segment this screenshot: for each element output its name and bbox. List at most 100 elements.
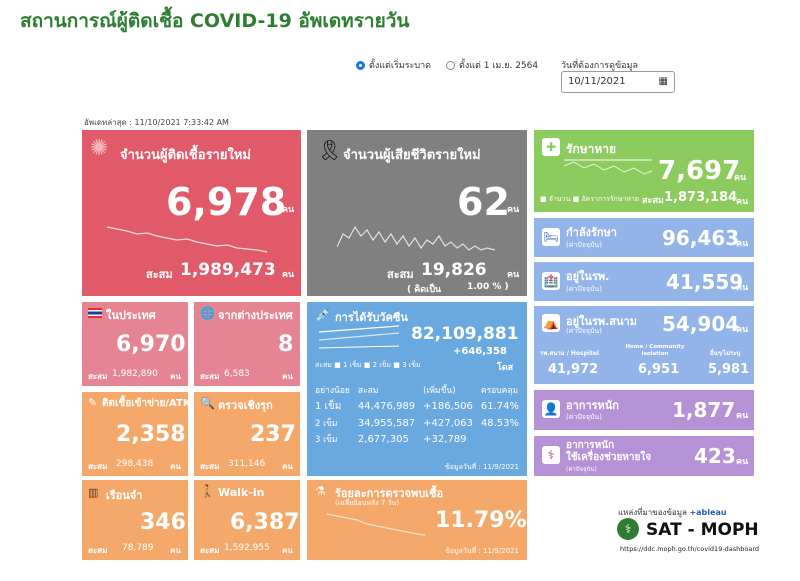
radio-label: ตั้งแต่เริ่มระบาด <box>369 61 432 71</box>
vaccine-label: การได้รับวัคซีน <box>335 311 408 324</box>
radio-since-april[interactable]: ตั้งแต่ 1 เม.ย. 2564 <box>446 58 538 72</box>
walkin-total: 1,592,955 <box>224 543 270 553</box>
treating-sublabel: (ค่าปัจจุบัน) <box>566 241 602 249</box>
abroad-total-label: สะสม <box>200 372 220 381</box>
deaths-value: 62 <box>457 180 510 224</box>
prison-atk-label: ติดเชื้อเข้าข่าย/ATK <box>102 398 188 409</box>
walkin-label: Walk-in <box>218 486 265 499</box>
proactive-value: 237 <box>250 422 296 447</box>
field-hospital-label: อยู่ในรพ.สนาม <box>566 315 637 328</box>
abroad-label: จากต่างประเทศ <box>218 309 293 322</box>
deaths-pct-label: ( คิดเป็น <box>407 285 442 295</box>
abroad-total-unit: คน <box>282 372 293 381</box>
field-hospital-col1: 41,972 <box>548 362 599 377</box>
ventilator-unit: คน <box>736 457 749 467</box>
field-hospital-col1-label: รพ.สนาม / Hospitel <box>540 350 599 357</box>
ventilator-label: อาการหนัก <box>566 440 615 451</box>
proactive-card[interactable]: 🔍 ตรวจเชิงรุก 237 สะสม 311,146 คน <box>194 392 300 476</box>
vaccine-header-cell: อย่างน้อย <box>315 386 350 396</box>
treating-label: กำลังรักษา <box>566 226 617 239</box>
field-hospital-card[interactable]: ⛺ อยู่ในรพ.สนาม (ค่าปัจจุบัน) 54,904 คน … <box>534 306 754 384</box>
walkin-card[interactable]: 🚶 Walk-in 6,387 สะสม 1,592,955 คน <box>194 480 300 560</box>
hospital-icon: 🏥 <box>542 272 560 290</box>
prison-card[interactable]: ▥ เรือนจำ 346 สะสม 78,789 คน <box>82 480 188 560</box>
recovered-total-label: สะสม <box>642 196 664 206</box>
hospital-value: 41,559 <box>666 270 744 294</box>
new-cases-unit: คน <box>282 205 295 215</box>
positive-rate-data-date: ข้อมูลวันที่ : 11/9/2021 <box>445 547 519 555</box>
syringe-icon: 💉 <box>315 308 332 323</box>
radio-since-outbreak[interactable]: ตั้งแต่เริ่มระบาด <box>356 58 431 72</box>
abroad-card[interactable]: 🌐 จากต่างประเทศ 8 สะสม 6,583 คน <box>194 302 300 386</box>
field-hospital-col2: 6,951 <box>638 362 680 377</box>
proactive-total: 311,146 <box>228 459 266 469</box>
deaths-total-unit: คน <box>507 270 520 280</box>
vaccine-header-cell: สะสม <box>357 386 379 396</box>
new-cases-label: จำนวนผู้ติดเชื้อรายใหม่ <box>120 148 251 163</box>
prison-atk-total: 298,438 <box>116 459 154 469</box>
deaths-label: จำนวนผู้เสียชีวิตรายใหม่ <box>343 148 481 163</box>
field-hospital-sublabel: (ค่าปัจจุบัน) <box>566 327 602 335</box>
recovered-total-unit: คน <box>736 197 749 207</box>
field-hospital-value: 54,904 <box>662 312 740 336</box>
recovered-label: รักษาหาย <box>566 142 617 156</box>
ventilator-card[interactable]: ⚕ อาการหนัก ใช้เครื่องช่วยหายใจ (ค่าปัจจ… <box>534 436 754 476</box>
positive-rate-trend-line <box>327 513 426 536</box>
field-hospital-col2-label: Home / Community Isolation <box>625 344 685 357</box>
calendar-icon[interactable]: ▦ <box>658 76 668 87</box>
recovered-legend: ■ จำนวน ■ อัตราการรักษาหาย <box>540 195 640 203</box>
moph-logo-icon: ⚕ <box>617 518 639 540</box>
prison-atk-card[interactable]: ✎ ติดเชื้อเข้าข่าย/ATK 2,358 สะสม 298,43… <box>82 392 188 476</box>
ventilator-sublabel: (ค่าปัจจุบัน) <box>566 466 597 473</box>
vaccine-unit: โดส <box>497 363 514 373</box>
severe-unit: คน <box>736 411 749 421</box>
new-cases-card[interactable]: ✺ จำนวนผู้ติดเชื้อรายใหม่ 6,978 คน สะสม … <box>82 130 301 296</box>
domestic-card[interactable]: ในประเทศ 6,970 สะสม 1,982,890 คน <box>82 302 188 386</box>
deaths-pct: 1.00 % ) <box>467 282 509 292</box>
domestic-total-unit: คน <box>170 372 181 381</box>
radio-selected-icon <box>356 60 365 70</box>
source-label: แหล่งที่มาของข้อมูล +ableau <box>618 506 727 519</box>
prison-label: เรือนจำ <box>106 489 143 502</box>
recovered-card[interactable]: ✚ รักษาหาย 7,697 คน ■ จำนวน ■ อัตราการรั… <box>534 130 754 212</box>
source-org: SAT - MOPH <box>646 520 759 540</box>
recovered-trend-line <box>564 159 653 175</box>
radio-unselected-icon <box>446 60 455 70</box>
prison-atk-total-label: สะสม <box>88 462 108 471</box>
hospital-label: อยู่ในรพ. <box>566 270 610 283</box>
vaccine-card[interactable]: 💉 การได้รับวัคซีน 82,109,881 +646,358 โด… <box>307 302 527 476</box>
hospital-unit: คน <box>736 283 749 293</box>
new-cases-trend-line <box>107 226 268 253</box>
walking-person-icon: 🚶 <box>200 484 215 498</box>
domestic-value: 6,970 <box>116 332 186 357</box>
magnifier-icon: 🔍 <box>200 396 215 410</box>
prison-atk-value: 2,358 <box>116 422 186 447</box>
hospital-sublabel: (ค่าปัจจุบัน) <box>566 285 602 293</box>
vaccine-data-date: ข้อมูลวันที่ : 11/9/2021 <box>445 463 519 471</box>
field-hospital-col3-label: อื่นๆ/ไม่ระบุ <box>710 350 741 357</box>
person-icon: 👤 <box>542 400 560 418</box>
deaths-total: 19,826 <box>421 260 487 280</box>
radio-label: ตั้งแต่ 1 เม.ย. 2564 <box>459 61 539 71</box>
positive-rate-value: 11.79% <box>435 508 527 533</box>
table-row: 1 เข็ม 44,476,989 +186,506 61.74% <box>315 401 520 412</box>
new-cases-total-unit: คน <box>282 270 295 280</box>
severe-sublabel: (ค่าปัจจุบัน) <box>566 413 602 421</box>
treating-card[interactable]: 🛏 กำลังรักษา (ค่าปัจจุบัน) 96,463 คน <box>534 218 754 257</box>
virus-icon: ✺ <box>90 136 109 161</box>
tableau-logo: +ableau <box>689 508 727 517</box>
test-kit-icon: ✎ <box>88 396 98 409</box>
proactive-total-label: สะสม <box>200 462 220 471</box>
date-input[interactable]: 10/11/2021 ▦ <box>561 71 675 93</box>
date-value: 10/11/2021 <box>568 76 626 87</box>
source-url[interactable]: https://ddc.moph.go.th/covid19-dashboard <box>620 545 760 553</box>
proactive-label: ตรวจเชิงรุก <box>218 399 273 412</box>
severe-card[interactable]: 👤 อาการหนัก (ค่าปัจจุบัน) 1,877 คน <box>534 390 754 430</box>
hospital-card[interactable]: 🏥 อยู่ในรพ. (ค่าปัจจุบัน) 41,559 คน <box>534 262 754 301</box>
vaccine-legend: สะสม ■ 1 เข็ม ■ 2 เข็ม ■ 3 เข็ม <box>315 361 421 369</box>
ventilator-label2: ใช้เครื่องช่วยหายใจ <box>566 452 652 463</box>
tent-icon: ⛺ <box>542 314 560 332</box>
deaths-card[interactable]: 🎗 จำนวนผู้เสียชีวิตรายใหม่ 62 คน สะสม 19… <box>307 130 527 296</box>
positive-rate-card[interactable]: ⚗ ร้อยละการตรวจพบเชื้อ (เฉลี่ยย้อนหลัง 7… <box>307 480 527 560</box>
source-label-text: แหล่งที่มาของข้อมูล <box>618 508 687 517</box>
